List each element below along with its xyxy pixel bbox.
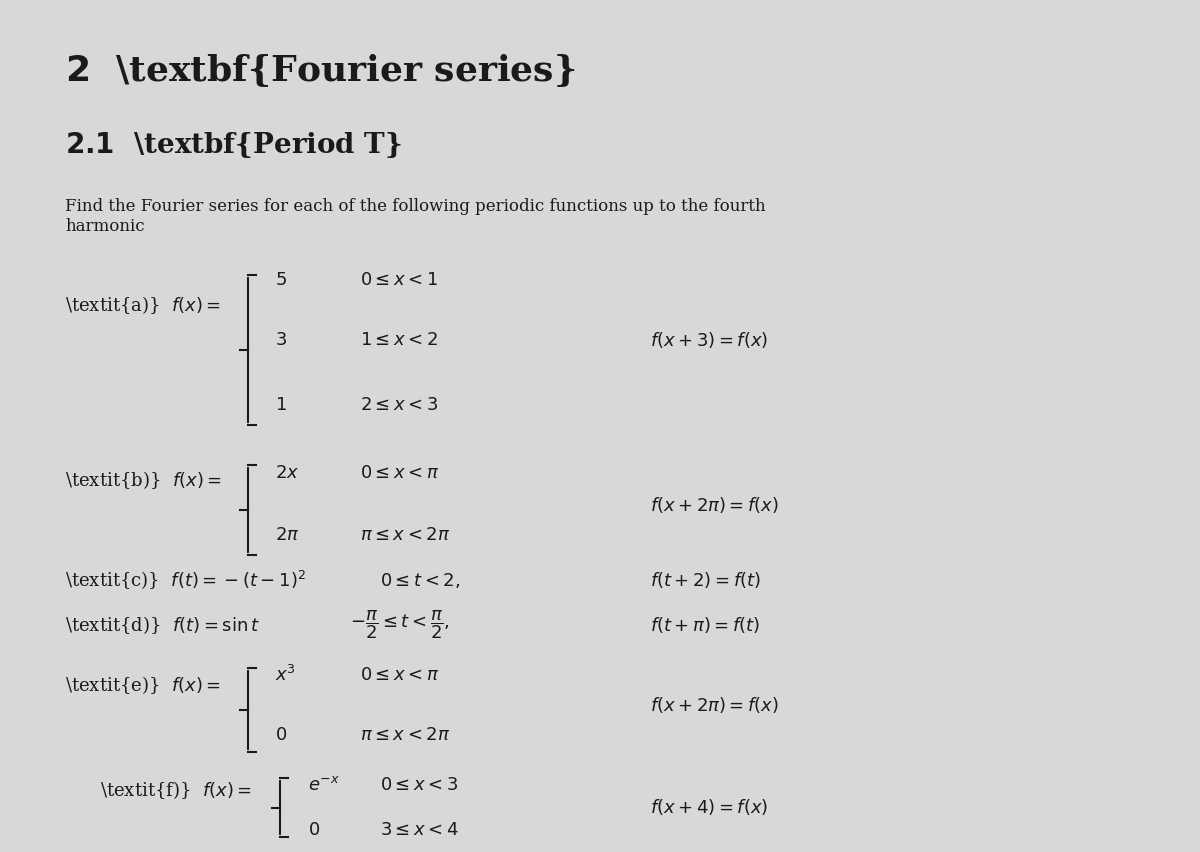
Text: $x^3$: $x^3$: [275, 665, 296, 685]
Text: $\mathbf{2}$  \textbf{Fourier series}: $\mathbf{2}$ \textbf{Fourier series}: [65, 52, 575, 89]
Text: $f(x+2\pi) = f(x)$: $f(x+2\pi) = f(x)$: [650, 495, 779, 515]
Text: Find the Fourier series for each of the following periodic functions up to the f: Find the Fourier series for each of the …: [65, 198, 766, 234]
Text: $2x$: $2x$: [275, 464, 299, 482]
Text: $0 \leq x < 1$: $0 \leq x < 1$: [360, 271, 438, 289]
Text: $2 \leq x < 3$: $2 \leq x < 3$: [360, 396, 438, 414]
Text: $f(x+4) = f(x)$: $f(x+4) = f(x)$: [650, 797, 768, 817]
Text: \textit{b)}  $f(x) =$: \textit{b)} $f(x) =$: [65, 469, 222, 491]
Text: \textit{a)}  $f(x) =$: \textit{a)} $f(x) =$: [65, 294, 221, 316]
Text: \textit{c)}  $f(t) = -(t-1)^2$: \textit{c)} $f(t) = -(t-1)^2$: [65, 568, 306, 591]
Text: $0 \leq x < \pi$: $0 \leq x < \pi$: [360, 666, 439, 684]
Text: $1 \leq x < 2$: $1 \leq x < 2$: [360, 331, 438, 349]
Text: $-\dfrac{\pi}{2} \leq t < \dfrac{\pi}{2},$: $-\dfrac{\pi}{2} \leq t < \dfrac{\pi}{2}…: [350, 608, 450, 642]
Text: $\pi \leq x < 2\pi$: $\pi \leq x < 2\pi$: [360, 526, 450, 544]
Text: \textit{e)}  $f(x) =$: \textit{e)} $f(x) =$: [65, 674, 221, 696]
Text: $f(x+3) = f(x)$: $f(x+3) = f(x)$: [650, 330, 768, 350]
Text: $0 \leq t < 2,$: $0 \leq t < 2,$: [380, 571, 460, 590]
Text: \textit{d)}  $f(t) = \sin t$: \textit{d)} $f(t) = \sin t$: [65, 614, 260, 636]
Text: $0$: $0$: [308, 821, 320, 839]
Text: $0$: $0$: [275, 726, 287, 744]
Text: $0 \leq x < 3$: $0 \leq x < 3$: [380, 776, 458, 794]
Text: $\pi \leq x < 2\pi$: $\pi \leq x < 2\pi$: [360, 726, 450, 744]
Text: $\mathbf{2.1}$  \textbf{Period T}: $\mathbf{2.1}$ \textbf{Period T}: [65, 130, 402, 160]
Text: $2\pi$: $2\pi$: [275, 526, 300, 544]
Text: $f(x+2\pi) = f(x)$: $f(x+2\pi) = f(x)$: [650, 695, 779, 715]
Text: $f(t+2) = f(t)$: $f(t+2) = f(t)$: [650, 570, 761, 590]
Text: $5$: $5$: [275, 271, 287, 289]
Text: \textit{f)}  $f(x) =$: \textit{f)} $f(x) =$: [100, 779, 252, 801]
Text: $0 \leq x < \pi$: $0 \leq x < \pi$: [360, 464, 439, 482]
Text: $e^{-x}$: $e^{-x}$: [308, 776, 340, 794]
Text: $1$: $1$: [275, 396, 287, 414]
Text: $f(t+\pi) = f(t)$: $f(t+\pi) = f(t)$: [650, 615, 761, 635]
Text: $3 \leq x < 4$: $3 \leq x < 4$: [380, 821, 458, 839]
Text: $3$: $3$: [275, 331, 287, 349]
